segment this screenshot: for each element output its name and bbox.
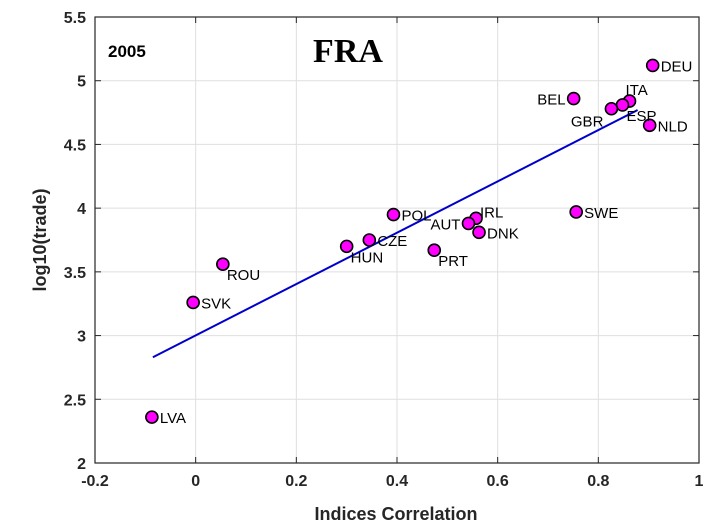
y-tick-label: 2 bbox=[77, 456, 86, 473]
y-axis-title: log10(trade) bbox=[30, 188, 50, 291]
fit-line bbox=[152, 109, 639, 359]
point-labels: DEU ITA ESP GBR BEL NLD SWE IRL AUT DNK PRT POL CZEH… bbox=[160, 58, 692, 427]
point-label-dnk: DNK bbox=[487, 225, 519, 242]
data-point-cze bbox=[362, 233, 377, 247]
data-point-bel bbox=[566, 91, 581, 106]
data-point-dnk bbox=[472, 225, 486, 240]
y-tick-label: 5 bbox=[77, 74, 86, 91]
x-tick-label: 0.2 bbox=[285, 473, 307, 490]
year-annotation: 2005 bbox=[108, 42, 146, 61]
data-point-gbr bbox=[604, 101, 619, 116]
point-label-rou: ROU bbox=[227, 267, 260, 284]
data-points bbox=[145, 58, 660, 424]
x-tick-label: 1 bbox=[695, 473, 704, 490]
data-point-aut bbox=[461, 216, 476, 231]
data-point-svk bbox=[186, 295, 200, 310]
y-tick-label: 4.5 bbox=[64, 137, 86, 154]
point-label-nld: NLD bbox=[658, 118, 688, 135]
x-axis-title: Indices Correlation bbox=[314, 504, 477, 524]
data-point-swe bbox=[569, 205, 583, 219]
data-point-lva bbox=[145, 410, 159, 424]
data-point-nld bbox=[642, 118, 657, 133]
data-point-pol bbox=[386, 207, 401, 222]
point-label-aut: AUT bbox=[430, 216, 460, 233]
y-tick-label: 5.5 bbox=[64, 10, 86, 27]
axes: -0.2 0 0.2 0.4 0.6 0.8 1 2 2.5 3 3.5 4 4.5 5 5.5 bbox=[64, 10, 704, 490]
chart-title: FRA bbox=[313, 33, 383, 70]
point-label-deu: DEU bbox=[661, 58, 693, 75]
y-tick-label: 3.5 bbox=[64, 265, 86, 282]
point-label-gbr: GBR bbox=[571, 114, 604, 131]
point-label-svk: SVK bbox=[201, 295, 231, 312]
data-point-deu bbox=[645, 58, 660, 73]
point-label-hun: HUN bbox=[351, 249, 384, 266]
point-label-irl: IRL bbox=[480, 204, 503, 221]
x-tick-label: -0.2 bbox=[81, 473, 109, 490]
x-tick-label: 0 bbox=[191, 473, 200, 490]
y-tick-label: 3 bbox=[77, 329, 86, 346]
data-point-rou bbox=[216, 257, 230, 272]
data-point-prt bbox=[427, 243, 442, 257]
y-tick-label: 4 bbox=[77, 201, 86, 218]
fit-line-group bbox=[152, 109, 639, 359]
point-label-swe: SWE bbox=[584, 205, 618, 222]
point-label-ita: ITA bbox=[626, 82, 648, 99]
y-tick-label: 2.5 bbox=[64, 392, 86, 409]
point-label-esp: ESP bbox=[626, 108, 656, 125]
data-point-hun bbox=[339, 239, 354, 254]
x-tick-label: 0.8 bbox=[587, 473, 609, 490]
point-label-pol: POL bbox=[401, 208, 431, 225]
point-label-bel: BEL bbox=[537, 92, 565, 109]
point-label-prt: PRT bbox=[438, 253, 468, 270]
x-tick-label: 0.4 bbox=[386, 473, 408, 490]
point-label-cze: CZE bbox=[377, 233, 407, 250]
x-tick-label: 0.6 bbox=[487, 473, 509, 490]
grid-lines bbox=[94, 16, 700, 464]
point-label-lva: LVA bbox=[160, 410, 186, 427]
